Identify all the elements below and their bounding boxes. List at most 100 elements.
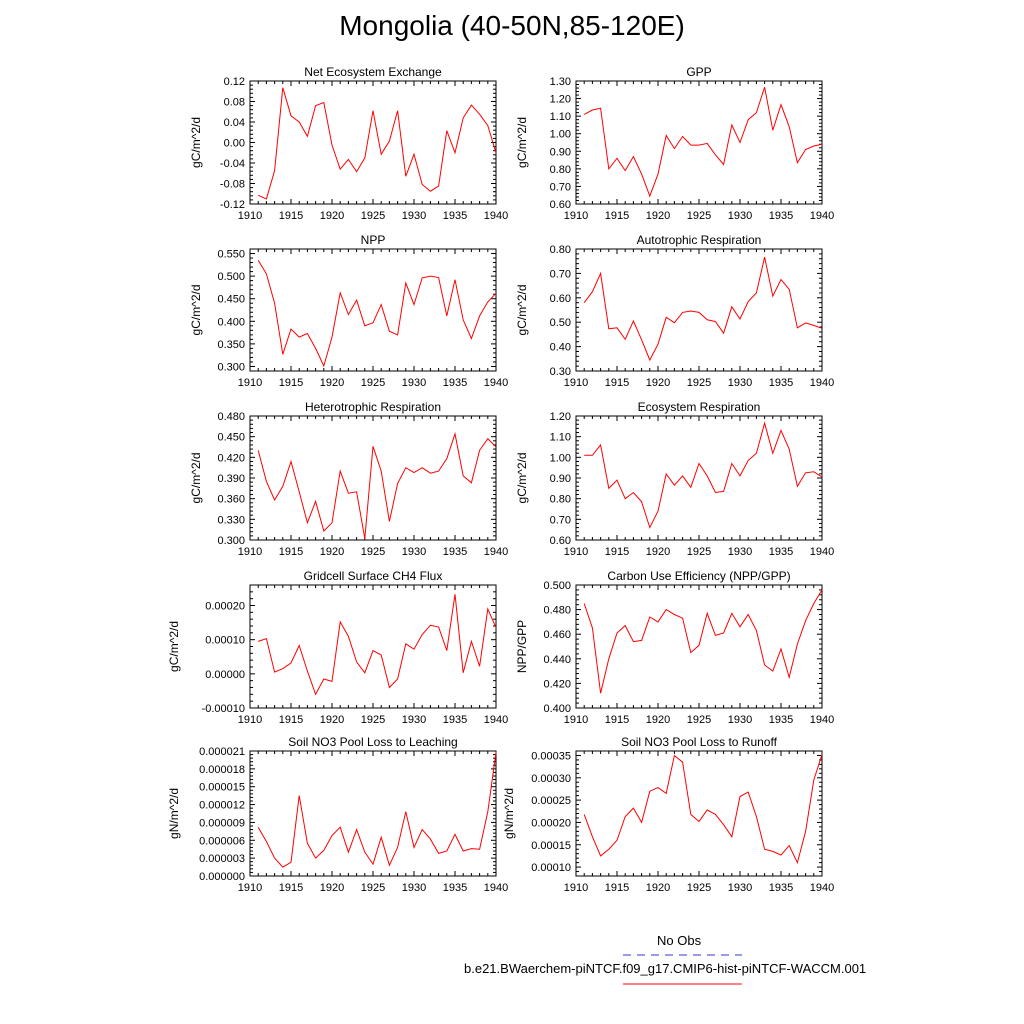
panel-4-ytick-label: 0.80	[550, 244, 571, 256]
panel-2-ylabel: gC/m^2/d	[515, 117, 529, 168]
panel-5-ytick-label: 0.450	[217, 432, 245, 444]
panel-5-ylabel: gC/m^2/d	[189, 453, 203, 504]
panel-7-ytick-label: -0.00010	[202, 703, 245, 715]
panel-10-xtick-label: 1940	[810, 882, 834, 894]
panel-10-ytick-label: 0.00035	[531, 750, 571, 762]
panel-8-ytick-label: 0.480	[543, 605, 571, 617]
panel-10-xtick-label: 1910	[564, 882, 588, 894]
panel-4-title: Autotrophic Respiration	[637, 233, 762, 247]
panel-3-ytick-label: 0.350	[217, 339, 245, 351]
panel-4-ytick-label: 0.50	[550, 317, 571, 329]
panel-2-ytick-label: 0.70	[550, 181, 571, 193]
panel-3-ytick-label: 0.500	[217, 271, 245, 283]
panel-2-xtick-label: 1920	[646, 210, 670, 222]
panel-9-xtick-label: 1925	[361, 882, 385, 894]
panel-4-xtick-label: 1930	[728, 377, 752, 389]
panel-2-ytick-label: 1.10	[550, 111, 571, 123]
panel-6-title: Ecosystem Respiration	[638, 400, 761, 414]
panel-2-ytick-label: 1.00	[550, 129, 571, 141]
panel-6-xtick-label: 1940	[810, 546, 834, 558]
panel-7-xtick-label: 1930	[402, 714, 426, 726]
panel-2-xtick-label: 1925	[687, 210, 711, 222]
panel-9-ytick-label: 0.000021	[199, 746, 245, 758]
panel-4-xtick-label: 1910	[564, 377, 588, 389]
panel-1-ytick-label: -0.08	[220, 179, 245, 191]
legend-model-label: b.e21.BWaerchem-piNTCF.f09_g17.CMIP6-his…	[464, 961, 867, 976]
panel-8-ytick-label: 0.420	[543, 678, 571, 690]
panel-3-title: NPP	[361, 233, 386, 247]
panel-5-ytick-label: 0.420	[217, 452, 245, 464]
panel-3-series-line	[257, 260, 497, 368]
panel-8-xtick-label: 1930	[728, 714, 752, 726]
panel-8-title: Carbon Use Efficiency (NPP/GPP)	[607, 569, 790, 583]
panel-1-xtick-label: 1940	[484, 210, 508, 222]
panel-6-xtick-label: 1910	[564, 546, 588, 558]
panel-5-ytick-label: 0.360	[217, 494, 245, 506]
panel-5-series-line	[257, 431, 497, 539]
panel-5-ytick-label: 0.300	[217, 535, 245, 547]
panel-9-xtick-label: 1920	[320, 882, 344, 894]
panel-1-xtick-label: 1925	[361, 210, 385, 222]
panel-6-xtick-label: 1915	[605, 546, 629, 558]
panel-6-ytick-label: 0.80	[550, 494, 571, 506]
panel-1-ytick-label: -0.04	[220, 158, 245, 170]
panel-3-ytick-label: 0.400	[217, 316, 245, 328]
panel-8-xtick-label: 1940	[810, 714, 834, 726]
panel-1-xtick-label: 1930	[402, 210, 426, 222]
panel-7-ytick-label: 0.00010	[205, 635, 245, 647]
panel-9-xtick-label: 1940	[484, 882, 508, 894]
panel-1-ytick-label: 0.12	[224, 76, 245, 88]
panel-5-xtick-label: 1925	[361, 546, 385, 558]
panel-3-xtick-label: 1910	[238, 377, 262, 389]
panel-8-xtick-label: 1935	[769, 714, 793, 726]
panel-10-ytick-label: 0.00025	[531, 795, 571, 807]
legend-no-obs-label: No Obs	[657, 933, 702, 948]
panel-6-xtick-label: 1920	[646, 546, 670, 558]
panel-10-xtick-label: 1920	[646, 882, 670, 894]
panel-9-ytick-label: 0.000003	[199, 853, 245, 865]
panel-4-ytick-label: 0.30	[550, 366, 571, 378]
panel-2-ytick-label: 0.90	[550, 146, 571, 158]
panel-2-ytick-label: 0.80	[550, 164, 571, 176]
panel-8-series-line	[583, 589, 823, 694]
panel-10-ytick-label: 0.00015	[531, 840, 571, 852]
panel-8-xtick-label: 1925	[687, 714, 711, 726]
panel-3-ylabel: gC/m^2/d	[189, 285, 203, 336]
panel-10-ytick-label: 0.00020	[531, 817, 571, 829]
panel-3-ytick-label: 0.450	[217, 294, 245, 306]
panel-2-ytick-label: 1.30	[550, 76, 571, 88]
panel-10-ytick-label: 0.00030	[531, 773, 571, 785]
panel-7-ytick-label: 0.00000	[205, 669, 245, 681]
panel-3-ytick-label: 0.550	[217, 249, 245, 261]
panel-2-xtick-label: 1910	[564, 210, 588, 222]
panel-7-xtick-label: 1935	[443, 714, 467, 726]
panel-7-series-line	[258, 594, 497, 696]
panel-9-xtick-label: 1915	[279, 882, 303, 894]
panel-3-xtick-label: 1935	[443, 377, 467, 389]
panel-9-ytick-label: 0.000015	[199, 782, 245, 794]
panel-4-xtick-label: 1925	[687, 377, 711, 389]
panel-8-ytick-label: 0.400	[543, 703, 571, 715]
panel-4-xtick-label: 1935	[769, 377, 793, 389]
panel-7-xtick-label: 1915	[279, 714, 303, 726]
panel-6-xtick-label: 1930	[728, 546, 752, 558]
panel-10-ytick-label: 0.00010	[531, 862, 571, 874]
panel-1-ytick-label: 0.08	[224, 97, 245, 109]
panel-9-ytick-label: 0.000006	[199, 835, 245, 847]
panel-7-ylabel: gC/m^2/d	[167, 621, 181, 672]
panel-1-ytick-label: 0.04	[224, 117, 245, 129]
panel-2-ytick-label: 0.60	[550, 199, 571, 211]
figure-title: Mongolia (40-50N,85-120E)	[339, 10, 685, 41]
panel-5-xtick-label: 1940	[484, 546, 508, 558]
panel-4-xtick-label: 1940	[810, 377, 834, 389]
panel-8-ylabel: NPP/GPP	[515, 620, 529, 673]
panel-7-xtick-label: 1920	[320, 714, 344, 726]
panel-5-xtick-label: 1935	[443, 546, 467, 558]
panel-7-xtick-label: 1925	[361, 714, 385, 726]
panel-9-ytick-label: 0.000009	[199, 817, 245, 829]
panel-7-xtick-label: 1910	[238, 714, 262, 726]
panel-9-ytick-label: 0.000018	[199, 764, 245, 776]
panel-8-xtick-label: 1915	[605, 714, 629, 726]
